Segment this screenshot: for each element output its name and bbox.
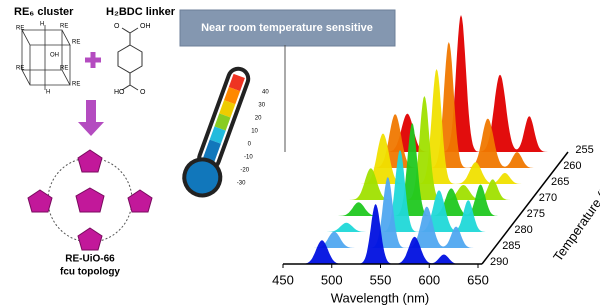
cluster-title: RE₆ cluster xyxy=(14,6,74,18)
x-tick-label: 450 xyxy=(272,272,294,287)
x-tick-label: 550 xyxy=(370,272,392,287)
thermometer-tick-label: -20 xyxy=(240,168,249,174)
cluster-sketch xyxy=(22,25,70,90)
x-ticks: 450 500 550 600 650 xyxy=(272,264,489,287)
atom-label: O xyxy=(114,23,120,30)
thermometer-tick-label: 40 xyxy=(262,90,269,96)
x-axis-label: Wavelength (nm) xyxy=(331,290,430,305)
atom-label: HO xyxy=(114,89,125,96)
linker-title: H₂BDC linker xyxy=(106,6,176,18)
banner-text: Near room temperature sensitive xyxy=(201,22,373,34)
arrow xyxy=(78,100,104,136)
depth-tick-label: 270 xyxy=(539,192,557,204)
atom-label: H xyxy=(46,90,50,96)
figure: RE₆ cluster H₂BDC linker RE-UiO-66 fcu t… xyxy=(0,0,600,308)
thermometer xyxy=(179,63,258,200)
x-tick-label: 650 xyxy=(467,272,489,287)
atom-label: RE xyxy=(16,66,24,72)
depth-tick-label: 280 xyxy=(514,224,532,236)
thermometer-tick-label: -10 xyxy=(244,155,253,161)
topology: fcu topology xyxy=(60,267,120,278)
linker-sketch xyxy=(118,28,142,90)
mof-name: RE-UiO-66 xyxy=(65,254,115,265)
atom-label: OH xyxy=(140,23,151,30)
mof-sketch xyxy=(28,150,152,250)
depth-tick-label: 265 xyxy=(551,176,569,188)
atom-label: RE xyxy=(60,66,68,72)
depth-tick-label: 255 xyxy=(575,144,593,156)
depth-ticks: 255 260 265 270 275 280 285 290 xyxy=(490,144,594,268)
depth-tick-label: 285 xyxy=(502,240,520,252)
plus xyxy=(85,52,101,68)
thermometer-tick-label: 20 xyxy=(255,116,262,122)
thermometer-tick-label: 30 xyxy=(258,103,265,109)
atom-label: RE xyxy=(72,40,80,46)
atom-label: OH xyxy=(50,53,59,59)
thermometer-tick-label: 10 xyxy=(251,129,258,135)
atom-label: O xyxy=(140,89,146,96)
thermometer-tick-label: 0 xyxy=(248,142,252,148)
x-tick-label: 500 xyxy=(321,272,343,287)
depth-tick-label: 290 xyxy=(490,256,508,268)
atom-label: RE xyxy=(60,24,68,30)
x-tick-label: 600 xyxy=(418,272,440,287)
depth-tick-label: 275 xyxy=(527,208,545,220)
depth-tick-label: 260 xyxy=(563,160,581,172)
atom-label: RE xyxy=(72,82,80,88)
depth-axis-label: Temperature (K) xyxy=(550,179,600,265)
atom-label: RE xyxy=(16,26,24,32)
thermometer-tick-label: -30 xyxy=(237,181,246,187)
atom-label: H xyxy=(40,22,44,28)
page: RE₆ cluster H₂BDC linker RE-UiO-66 fcu t… xyxy=(0,0,600,308)
